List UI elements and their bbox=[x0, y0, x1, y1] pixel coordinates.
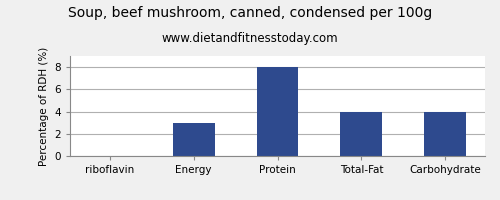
Bar bbox=[256, 67, 298, 156]
Bar bbox=[340, 112, 382, 156]
Bar bbox=[424, 112, 466, 156]
Text: Soup, beef mushroom, canned, condensed per 100g: Soup, beef mushroom, canned, condensed p… bbox=[68, 6, 432, 20]
Bar bbox=[172, 123, 214, 156]
Y-axis label: Percentage of RDH (%): Percentage of RDH (%) bbox=[39, 46, 49, 166]
Text: www.dietandfitnesstoday.com: www.dietandfitnesstoday.com bbox=[162, 32, 338, 45]
